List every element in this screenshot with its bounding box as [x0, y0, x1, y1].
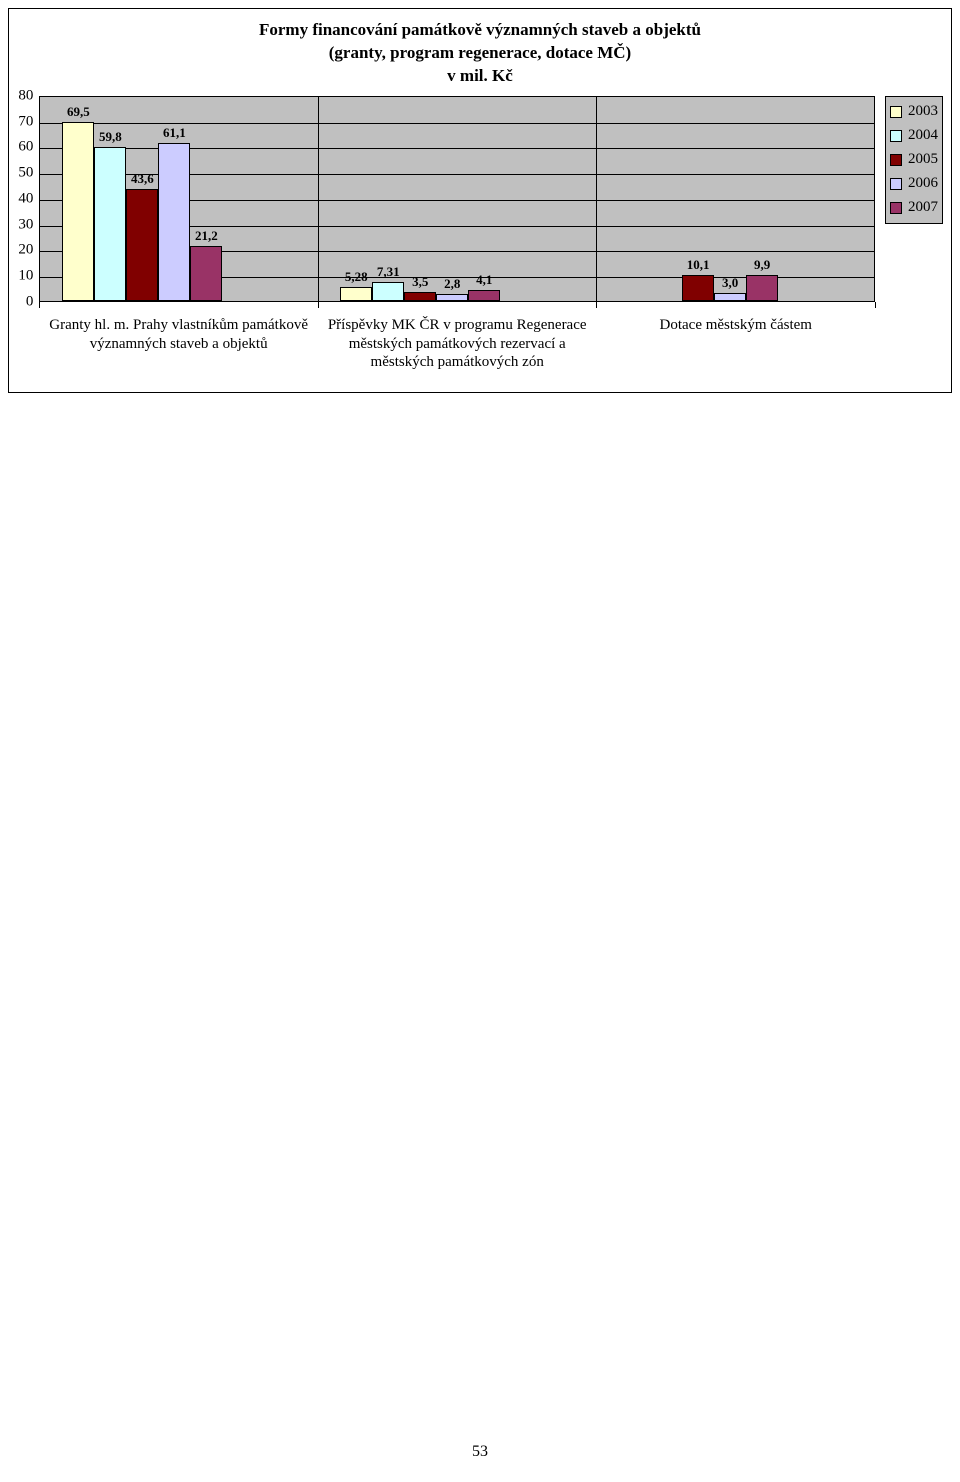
y-tick-label: 40	[18, 190, 33, 207]
bar: 2,8	[436, 294, 468, 301]
bar: 21,2	[190, 246, 222, 301]
plot-area: 69,559,843,661,121,25,287,313,52,84,110,…	[39, 96, 875, 302]
y-axis: 01020304050607080	[17, 96, 35, 302]
bar: 4,1	[468, 290, 500, 301]
legend-label: 2007	[908, 199, 938, 216]
x-tick	[875, 302, 876, 308]
plot-background: 69,559,843,661,121,25,287,313,52,84,110,…	[40, 97, 874, 302]
legend-swatch	[890, 202, 902, 214]
chart-body: 01020304050607080 69,559,843,661,121,25,…	[17, 96, 943, 372]
legend-swatch	[890, 154, 902, 166]
bar: 69,5	[62, 122, 94, 301]
title-line-1: Formy financování památkově významných s…	[259, 20, 701, 39]
legend-swatch	[890, 106, 902, 118]
bar-group: 10,13,09,9	[618, 275, 778, 301]
bar-value-label: 10,1	[687, 257, 710, 273]
x-tick	[596, 302, 597, 308]
y-tick-label: 0	[26, 293, 34, 310]
category-label: Příspěvky MK ČR v programu Regenerace mě…	[318, 316, 597, 372]
bar: 59,8	[94, 147, 126, 301]
bar-value-label: 4,1	[476, 272, 492, 288]
title-line-2: (granty, program regenerace, dotace MČ)	[329, 43, 631, 62]
y-tick-label: 80	[18, 87, 33, 104]
bar-value-label: 3,0	[722, 275, 738, 291]
bar-value-label: 9,9	[754, 257, 770, 273]
category-group: 10,13,09,9	[596, 97, 874, 302]
y-tick-label: 60	[18, 139, 33, 156]
bar: 7,31	[372, 282, 404, 301]
bar-value-label: 43,6	[131, 171, 154, 187]
chart-title: Formy financování památkově významných s…	[17, 19, 943, 88]
bar-value-label: 69,5	[67, 104, 90, 120]
page-number: 53	[0, 1443, 960, 1461]
x-tick	[39, 302, 40, 308]
category-labels-row: Granty hl. m. Prahy vlastníkům památkově…	[39, 316, 875, 372]
category-groups: 69,559,843,661,121,25,287,313,52,84,110,…	[40, 97, 874, 302]
bar-value-label: 59,8	[99, 129, 122, 145]
legend-item: 2005	[890, 148, 938, 172]
y-tick-label: 50	[18, 165, 33, 182]
category-divider	[318, 97, 319, 302]
legend-swatch	[890, 130, 902, 142]
category-label: Granty hl. m. Prahy vlastníkům památkově…	[39, 316, 318, 372]
bar-value-label: 21,2	[195, 228, 218, 244]
bar-value-label: 61,1	[163, 125, 186, 141]
y-tick-label: 10	[18, 268, 33, 285]
category-label: Dotace městským částem	[596, 316, 875, 372]
legend-label: 2003	[908, 103, 938, 120]
legend-label: 2006	[908, 175, 938, 192]
legend-item: 2004	[890, 124, 938, 148]
legend-swatch	[890, 178, 902, 190]
bar: 10,1	[682, 275, 714, 301]
bar: 43,6	[126, 189, 158, 301]
bar-value-label: 5,28	[345, 269, 368, 285]
legend-item: 2006	[890, 172, 938, 196]
bar-value-label: 2,8	[444, 276, 460, 292]
legend-label: 2004	[908, 127, 938, 144]
y-tick-label: 70	[18, 113, 33, 130]
legend-label: 2005	[908, 151, 938, 168]
bar: 61,1	[158, 143, 190, 300]
bar: 9,9	[746, 275, 778, 300]
category-group: 69,559,843,661,121,2	[40, 97, 318, 302]
bar-value-label: 7,31	[377, 264, 400, 280]
x-tick	[318, 302, 319, 308]
legend-item: 2003	[890, 100, 938, 124]
bar-value-label: 3,5	[412, 274, 428, 290]
chart-frame: Formy financování památkově významných s…	[8, 8, 952, 393]
legend-item: 2007	[890, 196, 938, 220]
bar-group: 5,287,313,52,84,1	[340, 282, 500, 301]
bar-group: 69,559,843,661,121,2	[62, 122, 222, 301]
bar: 3,0	[714, 293, 746, 301]
y-tick-label: 30	[18, 216, 33, 233]
legend: 2003 2004 2005 2006 2007	[885, 96, 943, 224]
category-group: 5,287,313,52,84,1	[318, 97, 596, 302]
title-line-3: v mil. Kč	[447, 66, 513, 85]
y-tick-label: 20	[18, 242, 33, 259]
bar: 5,28	[340, 287, 372, 301]
plot-wrap: 69,559,843,661,121,25,287,313,52,84,110,…	[39, 96, 875, 372]
category-divider	[596, 97, 597, 302]
x-ticks	[39, 302, 875, 308]
bar: 3,5	[404, 292, 436, 301]
